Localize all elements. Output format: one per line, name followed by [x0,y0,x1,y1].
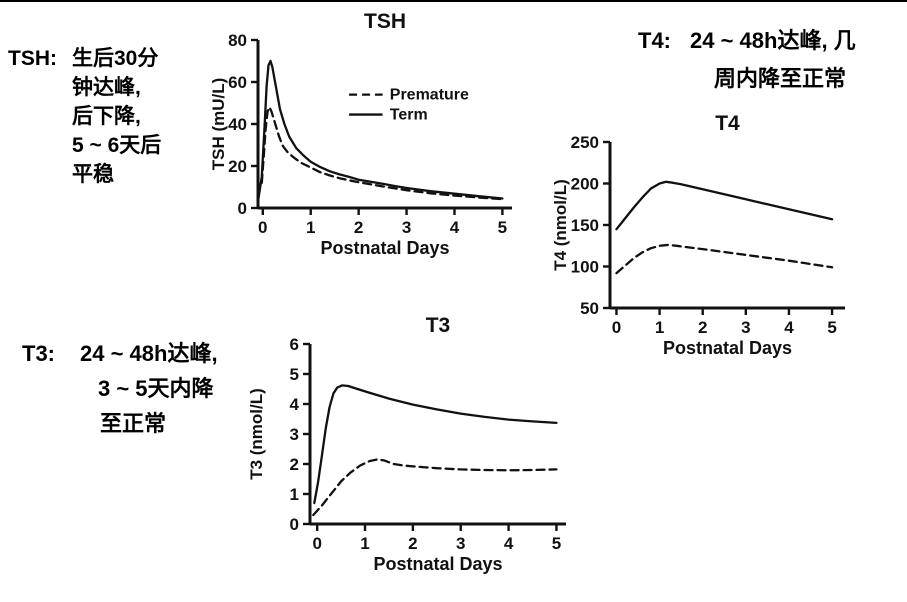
svg-text:6: 6 [290,335,299,354]
svg-text:2: 2 [290,455,299,474]
tsh-chart-svg: TSH 0 1 2 3 4 5 0 20 40 60 80 Postnatal Days TSH (mU/… [209,10,512,258]
svg-text:80: 80 [228,31,247,50]
t4-chart: T4 0 1 2 3 4 5 50 100 150 200 250 Postnatal Days T4 (… [551,102,907,358]
svg-text:0: 0 [238,199,247,218]
svg-text:60: 60 [228,73,247,92]
t4-chart-title: T4 [715,112,740,135]
svg-text:3: 3 [290,425,299,444]
t3-premature-curve [312,458,558,517]
svg-text:Term: Term [390,107,428,124]
svg-text:1: 1 [655,318,664,337]
tsh-term-curve [256,59,504,203]
svg-text:200: 200 [571,175,599,194]
svg-text:4: 4 [504,534,514,553]
tsh-annotation-line: 后下降, [72,105,141,128]
tsh-chart-title: TSH [364,10,406,33]
t4-annotation-lines: 24 ~ 48h达峰, 几 周内降至正常 [690,22,856,98]
tsh-annotation-line: 5 ~ 6天后 [72,134,162,157]
tsh-chart: TSH 0 1 2 3 4 5 0 20 40 60 80 Postnatal Days TSH (mU/… [209,2,522,258]
svg-text:20: 20 [228,157,247,176]
svg-text:1: 1 [290,485,299,504]
svg-text:50: 50 [580,299,599,318]
svg-text:0: 0 [290,515,299,534]
svg-text:4: 4 [290,395,300,414]
svg-text:4: 4 [450,218,460,237]
tsh-annotation: TSH: 生后30分 钟达峰, 后下降, 5 ~ 6天后 平稳 [8,44,161,189]
t3-annotation-label: T3: [22,341,55,366]
tsh-legend: Premature Term [349,87,469,124]
svg-text:0: 0 [612,318,621,337]
svg-text:100: 100 [571,258,599,277]
t4-annotation-label: T4: [638,28,671,53]
t3-chart: T3 0 1 2 3 4 5 0 1 2 3 4 5 6 Postnatal Days T3 (nmol/L) [247,314,580,584]
svg-text:0: 0 [258,218,267,237]
t3-annotation-line: 3 ~ 5天内降 [98,376,214,401]
svg-text:250: 250 [571,133,599,152]
tsh-y-axis-label: TSH (mU/L) [209,78,228,171]
t4-chart-svg: T4 0 1 2 3 4 5 50 100 150 200 250 Postnatal Days T4 (… [551,112,845,358]
tsh-annotation-line: 钟达峰, [72,76,141,99]
svg-text:0: 0 [312,534,321,553]
t4-premature-curve [615,243,834,275]
svg-text:150: 150 [571,216,599,235]
t4-term-curve [615,180,834,231]
svg-text:5: 5 [827,318,836,337]
svg-text:1: 1 [360,534,369,553]
t3-term-curve [313,384,558,505]
svg-text:3: 3 [456,534,465,553]
t4-annotation: T4: 24 ~ 48h达峰, 几 周内降至正常 [638,22,856,98]
svg-text:40: 40 [228,115,247,134]
tsh-premature-curve [260,106,504,201]
t3-axes: 0 1 2 3 4 5 0 1 2 3 4 5 6 Postnatal Days T3 (nmol/L) [247,335,566,574]
tsh-x-axis-label: Postnatal Days [320,238,449,258]
svg-text:3: 3 [741,318,750,337]
tsh-axes: 0 1 2 3 4 5 0 20 40 60 80 Postnatal Days TSH (mU/L) [209,31,512,258]
t3-chart-svg: T3 0 1 2 3 4 5 0 1 2 3 4 5 6 Postnatal Days T3 (nmol/L) [247,314,566,574]
tsh-annotation-label: TSH: [8,47,57,70]
top-border-line [0,0,907,2]
svg-text:5: 5 [290,365,299,384]
t4-y-axis-label: T4 (nmol/L) [551,179,570,271]
t3-annotation: T3: 24 ~ 48h达峰, 3 ~ 5天内降 至正常 [22,336,218,441]
t3-annotation-lines: 24 ~ 48h达峰, 3 ~ 5天内降 至正常 [80,336,218,441]
svg-text:5: 5 [552,534,561,553]
t3-y-axis-label: T3 (nmol/L) [247,388,266,480]
t3-x-axis-label: Postnatal Days [373,554,502,574]
t3-chart-title: T3 [426,314,451,337]
svg-text:2: 2 [354,218,363,237]
t4-axes: 0 1 2 3 4 5 50 100 150 200 250 Postnatal Days T4 (nm… [551,133,845,358]
t4-annotation-line: 周内降至正常 [714,66,847,91]
t3-annotation-line: 至正常 [100,411,167,436]
svg-text:3: 3 [402,218,411,237]
svg-text:2: 2 [698,318,707,337]
tsh-annotation-lines: 生后30分 钟达峰, 后下降, 5 ~ 6天后 平稳 [72,44,161,189]
svg-text:1: 1 [306,218,315,237]
t4-annotation-line: 24 ~ 48h达峰, 几 [690,28,856,53]
t3-annotation-line: 24 ~ 48h达峰, [80,341,218,366]
svg-text:4: 4 [784,318,794,337]
tsh-annotation-line: 平稳 [72,163,114,186]
svg-text:5: 5 [498,218,507,237]
svg-text:Premature: Premature [390,87,469,104]
t4-x-axis-label: Postnatal Days [663,338,792,358]
svg-text:2: 2 [408,534,417,553]
tsh-annotation-line: 生后30分 [72,47,159,70]
